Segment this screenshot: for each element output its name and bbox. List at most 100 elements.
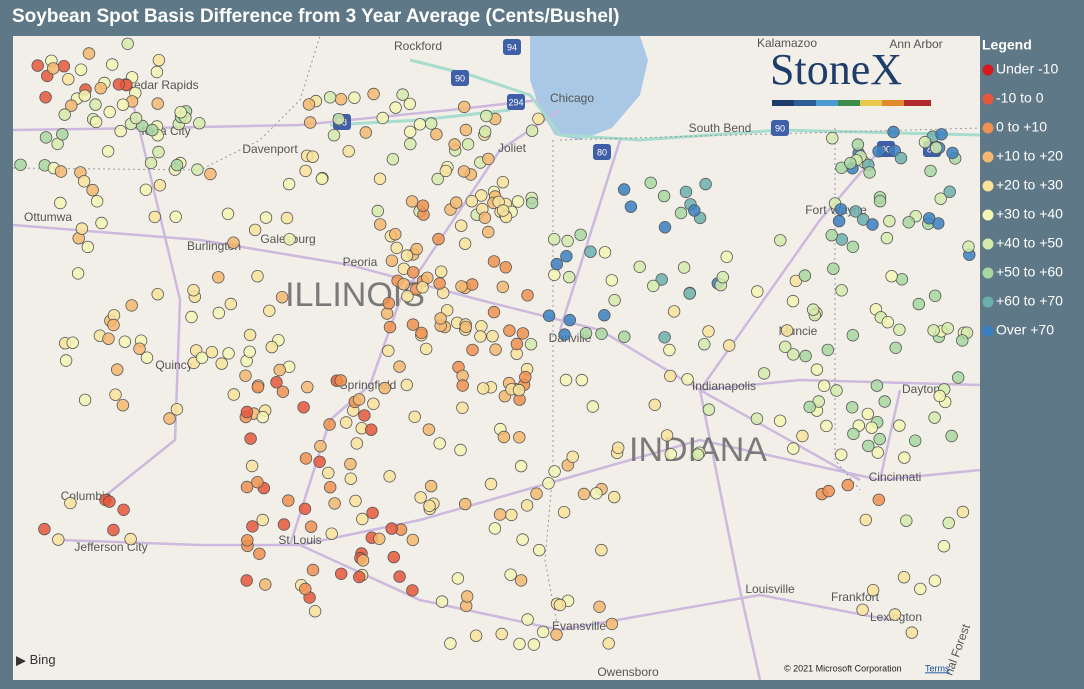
site-marker[interactable] [952,371,965,384]
site-marker[interactable] [750,412,764,425]
site-marker[interactable] [861,407,875,421]
site-marker[interactable] [918,135,932,149]
site-marker[interactable] [265,340,279,354]
site-marker[interactable] [895,273,909,286]
site-marker[interactable] [941,322,954,335]
site-marker[interactable] [935,128,948,141]
site-marker[interactable] [683,287,696,300]
site-marker[interactable] [283,233,296,246]
site-marker[interactable] [433,437,446,450]
site-marker[interactable] [334,374,348,387]
site-marker[interactable] [927,324,940,337]
site-marker[interactable] [170,158,184,172]
site-marker[interactable] [103,105,116,119]
site-marker[interactable] [751,285,764,298]
site-marker[interactable] [215,357,228,370]
site-marker[interactable] [276,385,290,399]
site-marker[interactable] [956,334,969,347]
site-marker[interactable] [101,145,115,158]
site-marker[interactable] [579,327,593,340]
site-marker[interactable] [112,78,126,91]
site-marker[interactable] [883,214,896,228]
site-marker[interactable] [459,497,472,511]
site-marker[interactable] [584,245,597,258]
site-marker[interactable] [148,210,162,224]
site-marker[interactable] [871,446,885,459]
site-marker[interactable] [240,574,253,587]
site-marker[interactable] [893,323,906,337]
site-marker[interactable] [256,410,270,424]
site-marker[interactable] [664,369,677,383]
site-marker[interactable] [846,240,860,254]
site-marker[interactable] [469,629,483,642]
site-marker[interactable] [401,290,414,303]
site-marker[interactable] [240,480,254,494]
site-marker[interactable] [413,118,427,131]
site-marker[interactable] [774,234,787,247]
site-marker[interactable] [496,175,510,189]
site-marker[interactable] [441,304,454,317]
site-marker[interactable] [608,294,621,307]
site-marker[interactable] [332,112,346,126]
site-marker[interactable] [299,582,312,596]
site-marker[interactable] [825,228,838,242]
site-marker[interactable] [389,227,402,241]
site-marker[interactable] [962,240,975,253]
site-marker[interactable] [114,124,127,138]
site-marker[interactable] [205,346,219,359]
site-marker[interactable] [560,250,573,263]
site-marker[interactable] [263,304,276,318]
site-marker[interactable] [282,494,295,507]
site-marker[interactable] [862,439,875,453]
site-marker[interactable] [144,156,158,170]
site-marker[interactable] [393,570,406,583]
site-marker[interactable] [873,194,887,208]
site-marker[interactable] [605,274,619,287]
site-marker[interactable] [404,125,417,139]
site-marker[interactable] [313,455,326,469]
site-marker[interactable] [512,383,526,397]
site-marker[interactable] [277,518,291,531]
site-marker[interactable] [448,138,461,151]
site-marker[interactable] [475,189,488,202]
site-marker[interactable] [487,255,501,268]
site-marker[interactable] [859,513,873,527]
site-marker[interactable] [799,349,812,363]
site-marker[interactable] [410,242,423,256]
site-marker[interactable] [663,343,676,357]
site-marker[interactable] [956,505,970,519]
site-marker[interactable] [170,403,184,416]
site-marker[interactable] [400,249,414,262]
site-marker[interactable] [691,448,705,461]
site-marker[interactable] [872,493,886,507]
site-marker[interactable] [902,216,915,229]
site-marker[interactable] [191,163,204,176]
site-marker[interactable] [720,250,733,263]
site-marker[interactable] [406,318,420,331]
site-marker[interactable] [334,92,348,106]
site-marker[interactable] [435,265,448,278]
site-marker[interactable] [227,236,240,249]
site-marker[interactable] [605,617,619,631]
site-marker[interactable] [373,172,387,186]
site-marker[interactable] [466,343,479,357]
site-marker[interactable] [566,450,579,464]
site-marker[interactable] [380,307,394,320]
site-marker[interactable] [124,532,137,546]
site-marker[interactable] [224,297,238,311]
site-marker[interactable] [681,373,694,386]
site-marker[interactable] [480,109,493,123]
site-marker[interactable] [827,262,840,275]
site-marker[interactable] [459,123,473,137]
site-marker[interactable] [513,637,526,651]
site-marker[interactable] [39,131,53,144]
site-marker[interactable] [822,484,835,498]
site-marker[interactable] [323,418,336,431]
site-marker[interactable] [57,59,71,73]
site-marker[interactable] [928,411,941,424]
site-marker[interactable] [900,514,913,527]
site-marker[interactable] [174,105,187,119]
site-marker[interactable] [78,393,92,407]
site-marker[interactable] [946,146,959,160]
site-marker[interactable] [56,128,69,141]
